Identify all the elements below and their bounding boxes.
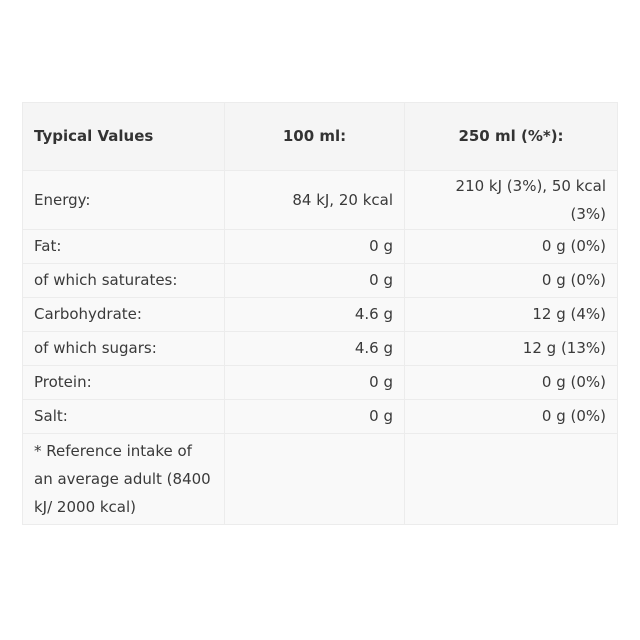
row-per250-value: 12 g (4%) [404,297,618,332]
row-label: Salt: [22,399,225,434]
footnote-row: * Reference intake of an average adult (… [22,433,618,525]
row-per100-value: 0 g [224,365,405,400]
row-label: of which sugars: [22,331,225,366]
header-typical-values: Typical Values [22,102,225,171]
table-row: of which sugars: 4.6 g 12 g (13%) [22,331,618,366]
row-per100-value: 84 kJ, 20 kcal [224,170,405,230]
row-label: Protein: [22,365,225,400]
row-per250-value: 210 kJ (3%), 50 kcal (3%) [404,170,618,230]
row-per250-value: 12 g (13%) [404,331,618,366]
reference-intake-footnote: * Reference intake of an average adult (… [22,433,225,525]
nutrition-table: Typical Values 100 ml: 250 ml (%*): Ener… [22,102,618,525]
row-per100-value: 4.6 g [224,297,405,332]
empty-cell [224,433,405,525]
table-row: of which saturates: 0 g 0 g (0%) [22,263,618,298]
header-per-250ml: 250 ml (%*): [404,102,618,171]
row-label: Energy: [22,170,225,230]
table-header-row: Typical Values 100 ml: 250 ml (%*): [22,102,618,171]
table-row: Salt: 0 g 0 g (0%) [22,399,618,434]
header-per-100ml: 100 ml: [224,102,405,171]
row-label: Fat: [22,229,225,264]
table-row: Carbohydrate: 4.6 g 12 g (4%) [22,297,618,332]
table-row: Fat: 0 g 0 g (0%) [22,229,618,264]
row-label: Carbohydrate: [22,297,225,332]
row-per100-value: 0 g [224,229,405,264]
row-per250-value: 0 g (0%) [404,365,618,400]
row-per100-value: 4.6 g [224,331,405,366]
row-per250-value: 0 g (0%) [404,229,618,264]
row-per100-value: 0 g [224,399,405,434]
table-row: Protein: 0 g 0 g (0%) [22,365,618,400]
row-per250-value: 0 g (0%) [404,399,618,434]
row-per250-value: 0 g (0%) [404,263,618,298]
table-row: Energy: 84 kJ, 20 kcal 210 kJ (3%), 50 k… [22,170,618,230]
empty-cell [404,433,618,525]
row-label: of which saturates: [22,263,225,298]
row-per100-value: 0 g [224,263,405,298]
nutrition-table-container: Typical Values 100 ml: 250 ml (%*): Ener… [22,102,618,525]
